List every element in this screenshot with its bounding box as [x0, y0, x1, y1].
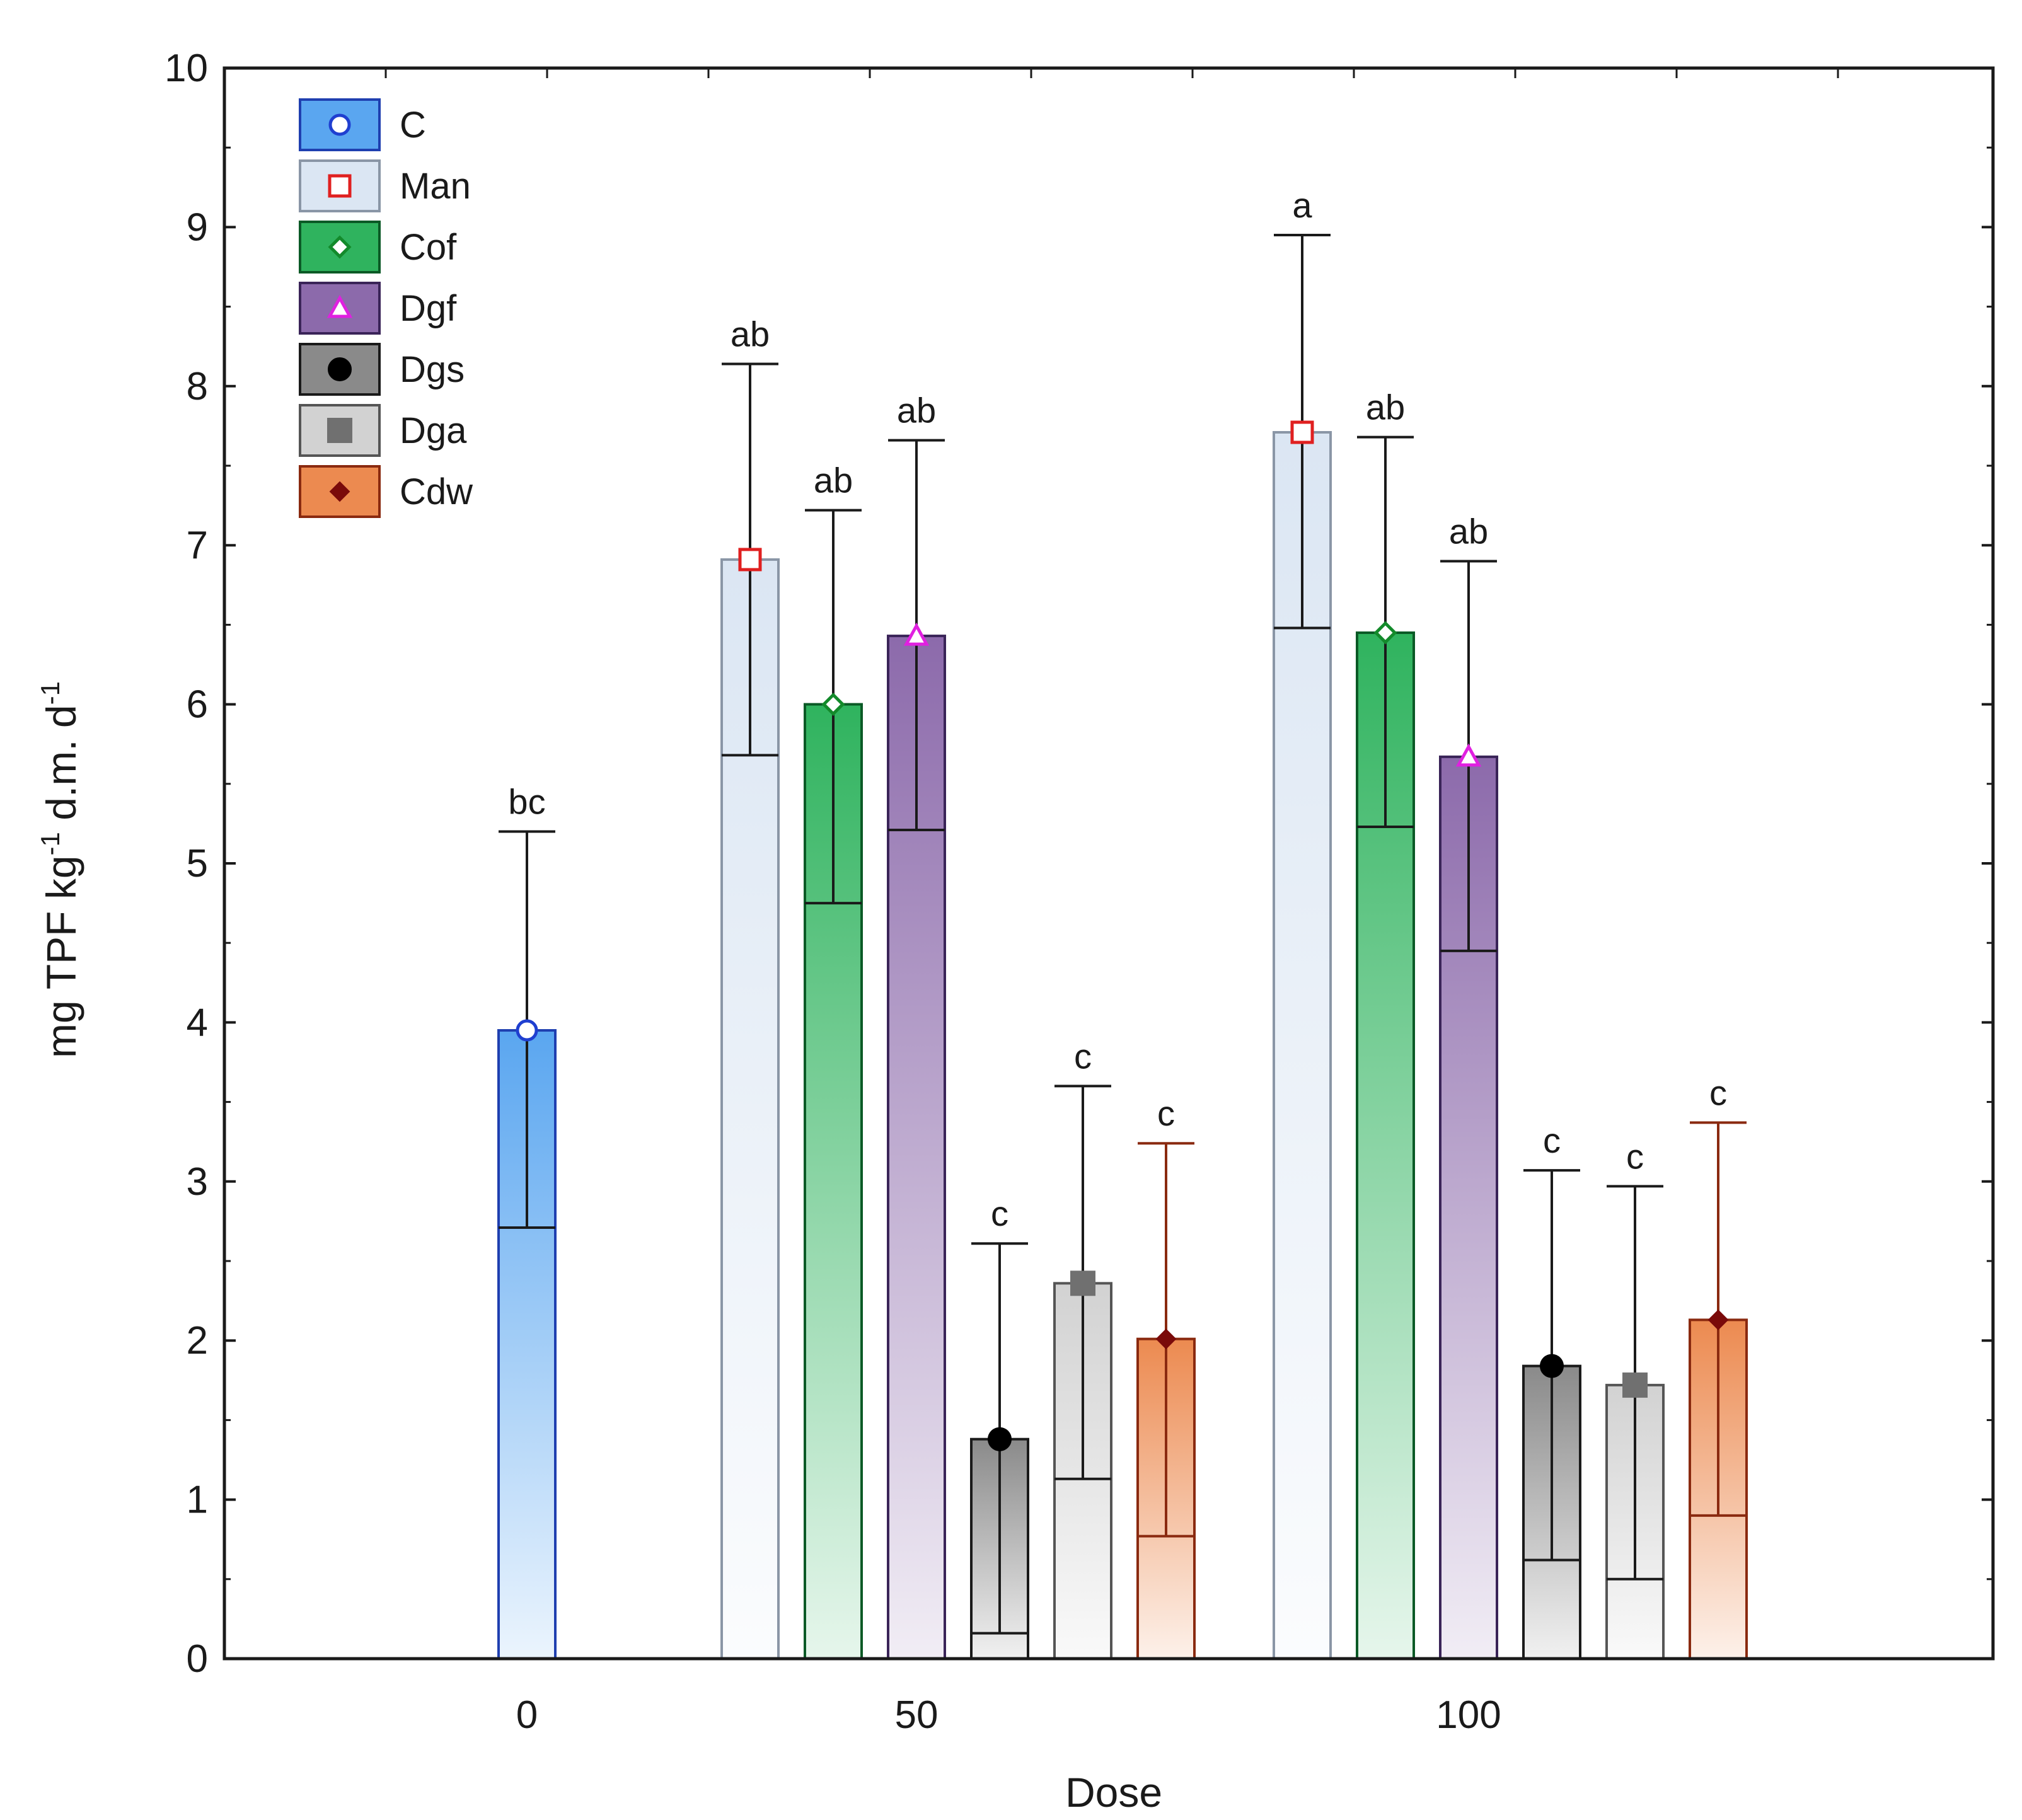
legend-label: C	[400, 105, 426, 146]
mean-marker-dgf-dose-50	[903, 622, 930, 646]
y-tick-label: 7	[187, 524, 208, 567]
y-axis-title-superscript: -1	[35, 832, 65, 855]
legend-label: Dgf	[400, 288, 457, 329]
legend-label: Dgs	[400, 349, 465, 390]
legend-item-dgf: Dgf	[299, 282, 457, 335]
y-tick-label: 4	[187, 1001, 208, 1044]
y-axis-title-part: mg TPF kg	[38, 855, 84, 1058]
y-tick-label: 1	[187, 1478, 208, 1522]
legend-marker	[328, 174, 352, 198]
y-tick-label: 5	[187, 842, 208, 885]
legend-marker	[328, 357, 352, 381]
mean-marker-c-dose-0	[516, 1019, 538, 1042]
mean-marker-cof-dose-50	[821, 693, 845, 717]
y-tick-label: 9	[187, 205, 208, 249]
legend-item-cof: Cof	[299, 221, 457, 274]
significance-label: ab	[731, 314, 770, 354]
significance-label: bc	[508, 782, 545, 822]
legend-marker	[329, 481, 350, 502]
mean-marker-dgf-dose-100	[1455, 743, 1482, 767]
significance-label: c	[1709, 1073, 1727, 1112]
y-tick-label: 0	[187, 1637, 208, 1681]
legend-marker	[328, 113, 351, 136]
bar-man-dose-100	[1273, 430, 1332, 1660]
y-axis-title-part: d.m. d	[38, 705, 84, 832]
legend-item-cdw: Cdw	[299, 465, 473, 518]
significance-label: ab	[814, 461, 853, 500]
mean-marker-man-dose-50	[738, 548, 762, 572]
legend-label: Man	[400, 166, 471, 207]
mean-marker-dgs-dose-50	[988, 1427, 1012, 1451]
legend-label: Cof	[400, 227, 457, 268]
mean-marker-man-dose-100	[1290, 420, 1314, 444]
significance-label: c	[1074, 1036, 1092, 1076]
mean-marker-cof-dose-100	[1373, 621, 1397, 645]
legend-label: Dga	[400, 410, 467, 451]
legend-item-dgs: Dgs	[299, 343, 465, 396]
y-tick-label: 2	[187, 1319, 208, 1362]
significance-label: c	[1157, 1093, 1175, 1133]
significance-label: ab	[897, 391, 936, 430]
legend-marker	[327, 418, 352, 443]
mean-marker-dga-dose-100	[1622, 1372, 1648, 1398]
significance-label: c	[1626, 1136, 1644, 1176]
significance-label: a	[1292, 185, 1312, 225]
mean-marker-dga-dose-50	[1070, 1270, 1095, 1296]
x-tick-label: 100	[1436, 1693, 1501, 1737]
significance-labels-layer: bc ab ab ab c c c a ab ab c c c	[508, 185, 1727, 1233]
bars-layer	[497, 430, 1748, 1661]
significance-label: c	[991, 1194, 1008, 1233]
legend-marker	[328, 235, 352, 259]
mean-marker-cdw-dose-100	[1707, 1309, 1729, 1330]
x-tick-label: 0	[516, 1693, 538, 1737]
y-tick-label: 3	[187, 1160, 208, 1204]
legend-item-dga: Dga	[299, 404, 467, 457]
bar-dgf-dose-50	[887, 635, 946, 1660]
legend-item-man: Man	[299, 159, 471, 212]
y-axis-title: mg TPF kg-1 d.m. d-1	[35, 681, 84, 1058]
y-axis-title-superscript: -1	[35, 681, 65, 705]
legend-marker	[326, 294, 353, 318]
markers-layer	[516, 420, 1729, 1451]
mean-marker-dgs-dose-100	[1540, 1354, 1564, 1378]
significance-label: c	[1543, 1120, 1561, 1160]
y-tick-label: 8	[187, 365, 208, 408]
mean-marker-cdw-dose-50	[1155, 1328, 1177, 1350]
x-axis-title: Dose	[1065, 1769, 1162, 1816]
legend: C Man Cof Dgf Dgs Dga Cdw	[299, 98, 473, 518]
legend-label: Cdw	[400, 471, 473, 512]
y-tick-label: 6	[187, 683, 208, 727]
legend-item-c: C	[299, 98, 426, 151]
significance-label: ab	[1449, 511, 1488, 551]
y-tick-label: 10	[165, 47, 208, 90]
significance-label: ab	[1366, 388, 1405, 427]
x-tick-label: 50	[895, 1693, 939, 1737]
